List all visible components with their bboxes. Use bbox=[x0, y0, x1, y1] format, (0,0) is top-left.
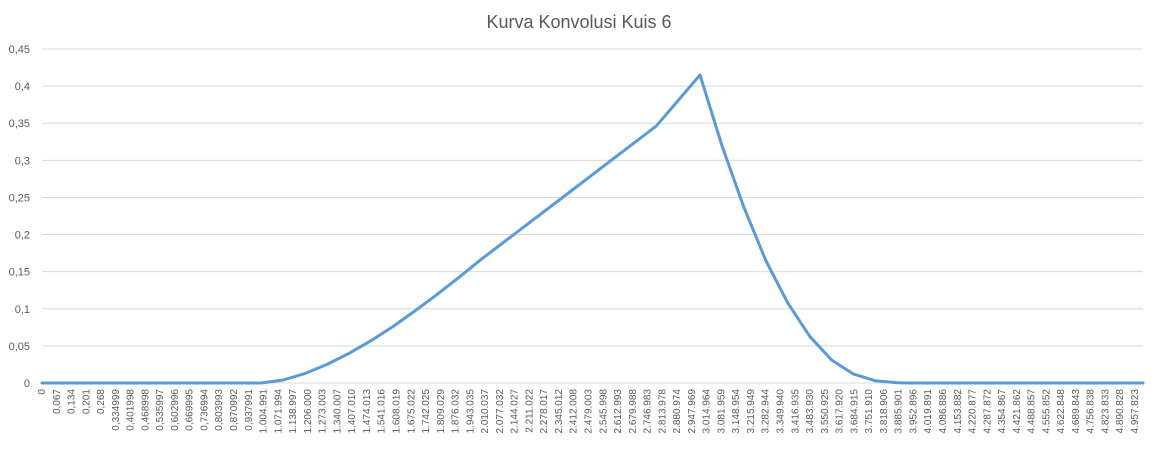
x-tick-label: 0,268 bbox=[96, 389, 107, 414]
x-tick-label: 2.345.012 bbox=[554, 389, 565, 434]
x-tick-label: 3.818.906 bbox=[879, 389, 890, 434]
x-tick-label: 4.086.886 bbox=[938, 389, 949, 434]
x-tick-label: 3.617.920 bbox=[835, 389, 846, 434]
y-tick-label: 0,15 bbox=[9, 267, 30, 279]
x-tick-label: 2.679.988 bbox=[628, 389, 639, 434]
x-tick-label: 1.608.019 bbox=[391, 389, 402, 434]
x-tick-label: 3.081.959 bbox=[716, 389, 727, 434]
x-tick-label: 0,201 bbox=[81, 389, 92, 414]
x-tick-label: 2.545.998 bbox=[598, 389, 609, 434]
x-tick-label: 0 bbox=[37, 389, 48, 395]
x-tick-label: 4.890.828 bbox=[1115, 389, 1126, 434]
x-tick-label: 1.474.013 bbox=[362, 389, 373, 434]
y-tick-label: 0,35 bbox=[9, 118, 30, 130]
x-tick-label: 1.138.997 bbox=[288, 389, 299, 434]
y-tick-label: 0,4 bbox=[15, 81, 30, 93]
x-tick-label: 2.479.003 bbox=[584, 389, 595, 434]
x-tick-label: 1.004.991 bbox=[259, 389, 270, 434]
y-tick-label: 0,25 bbox=[9, 192, 30, 204]
x-tick-label: 2.947.969 bbox=[687, 389, 698, 434]
x-tick-label: 1.071.994 bbox=[273, 389, 284, 434]
x-tick-label: 3.885.901 bbox=[894, 389, 905, 434]
x-tick-label: 4.622.848 bbox=[1056, 389, 1067, 434]
x-tick-label: 3.416.935 bbox=[790, 389, 801, 434]
x-tick-label: 2.612.993 bbox=[613, 389, 624, 434]
x-tick-label: 2.211.022 bbox=[524, 389, 535, 433]
x-tick-label: 0,535997 bbox=[155, 389, 166, 431]
x-tick-label: 4.153.882 bbox=[953, 389, 964, 434]
x-tick-label: 0,870992 bbox=[229, 389, 240, 431]
x-tick-label: 3.550.925 bbox=[820, 389, 831, 434]
x-tick-label: 3.282.944 bbox=[761, 389, 772, 434]
x-tick-label: 0,602996 bbox=[170, 389, 181, 431]
x-tick-label: 0,937991 bbox=[244, 389, 255, 431]
x-tick-label: 0,803993 bbox=[214, 389, 225, 431]
x-tick-label: 3.349.940 bbox=[776, 389, 787, 434]
x-tick-label: 2.880.974 bbox=[672, 389, 683, 434]
x-tick-label: 1.541.016 bbox=[377, 389, 388, 434]
x-tick-label: 2.813.978 bbox=[657, 389, 668, 434]
x-tick-label: 3.483.930 bbox=[805, 389, 816, 434]
x-tick-label: 0,067 bbox=[52, 389, 63, 414]
x-tick-label: 1.876.032 bbox=[451, 389, 462, 434]
x-tick-label: 1.675.022 bbox=[406, 389, 417, 434]
x-tick-label: 4.957.823 bbox=[1130, 389, 1141, 434]
x-tick-label: 3.952.896 bbox=[908, 389, 919, 434]
x-tick-label: 4.287.872 bbox=[982, 389, 993, 434]
x-tick-label: 1.943.035 bbox=[465, 389, 476, 434]
x-tick-label: 4.823.833 bbox=[1100, 389, 1111, 434]
x-tick-label: 3.215.949 bbox=[746, 389, 757, 434]
x-tick-label: 1.742.025 bbox=[421, 389, 432, 434]
x-tick-label: 3.684.915 bbox=[849, 389, 860, 434]
y-tick-label: 0,1 bbox=[15, 304, 30, 316]
x-tick-label: 2.144.027 bbox=[510, 389, 521, 434]
x-tick-label: 0,134 bbox=[67, 389, 78, 414]
x-tick-label: 4.220.877 bbox=[968, 389, 979, 434]
x-tick-label: 4.555.852 bbox=[1041, 389, 1052, 434]
x-tick-label: 4.689.843 bbox=[1071, 389, 1082, 434]
x-tick-label: 2.278.017 bbox=[539, 389, 550, 434]
x-tick-label: 1.407.010 bbox=[347, 389, 358, 434]
x-tick-label: 4.421.862 bbox=[1012, 389, 1023, 434]
x-tick-label: 3.751.910 bbox=[864, 389, 875, 434]
y-tick-label: 0,05 bbox=[9, 341, 30, 353]
x-tick-label: 0,334999 bbox=[111, 389, 122, 431]
series-line bbox=[40, 73, 1145, 385]
y-tick-label: 0,45 bbox=[9, 44, 30, 56]
x-tick-label: 1.206.000 bbox=[303, 389, 314, 434]
x-tick-label: 2.412.008 bbox=[569, 389, 580, 434]
x-tick-label: 3.014.964 bbox=[702, 389, 713, 434]
x-tick-label: 0,669995 bbox=[185, 389, 196, 431]
x-tick-label: 0,401998 bbox=[126, 389, 137, 431]
x-tick-label: 4.354.867 bbox=[997, 389, 1008, 434]
x-tick-label: 0,468998 bbox=[140, 389, 151, 431]
x-tick-label: 2.746.983 bbox=[643, 389, 654, 434]
y-tick-label: 0,3 bbox=[15, 155, 30, 167]
x-tick-label: 0,736994 bbox=[199, 389, 210, 431]
x-tick-label: 4.488.857 bbox=[1027, 389, 1038, 434]
x-tick-label: 2.010.037 bbox=[480, 389, 491, 434]
x-tick-label: 3.148.954 bbox=[731, 389, 742, 434]
y-tick-label: 0,2 bbox=[15, 230, 30, 242]
y-tick-label: 0 bbox=[24, 378, 30, 390]
x-tick-label: 4.019.891 bbox=[923, 389, 934, 434]
x-tick-label: 4.756.838 bbox=[1086, 389, 1097, 434]
x-tick-label: 1.340.007 bbox=[332, 389, 343, 434]
x-tick-label: 2.077.032 bbox=[495, 389, 506, 434]
x-tick-label: 1.273.003 bbox=[318, 389, 329, 434]
x-tick-label: 1.809.029 bbox=[436, 389, 447, 434]
chart-title: Kurva Konvolusi Kuis 6 bbox=[486, 12, 672, 32]
